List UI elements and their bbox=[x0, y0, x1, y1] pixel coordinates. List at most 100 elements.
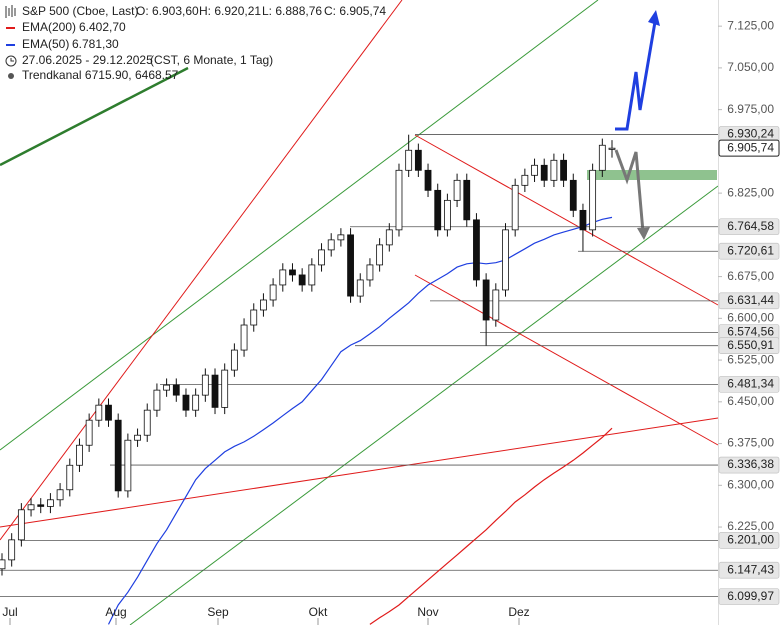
candle-body bbox=[463, 179, 471, 221]
candle-body bbox=[230, 349, 238, 371]
legend-name: EMA(200) bbox=[22, 20, 76, 34]
candle-body bbox=[163, 384, 171, 391]
x-tick-label: Aug bbox=[105, 605, 126, 619]
title: S&P 500 (Cboe, Last) bbox=[22, 4, 139, 18]
candle-body bbox=[0, 559, 6, 570]
ohlc: C: 6.905,74 bbox=[324, 4, 386, 18]
x-tick-label: Dez bbox=[508, 605, 529, 619]
candle-body bbox=[289, 269, 296, 276]
candle-body bbox=[531, 164, 538, 176]
level-label: 6.720,61 bbox=[727, 243, 774, 257]
clock-hand bbox=[10, 58, 14, 62]
y-tick-label: 6.225,00 bbox=[727, 519, 774, 533]
level-label: 6.550,91 bbox=[727, 338, 774, 352]
candle-body bbox=[453, 179, 461, 201]
candle-body bbox=[356, 279, 364, 297]
arrow-head bbox=[648, 10, 660, 26]
legend-name: EMA(50) bbox=[22, 37, 69, 51]
candle-body bbox=[511, 184, 519, 231]
ohlc: H: 6.920,21 bbox=[199, 4, 261, 18]
support-line bbox=[0, 417, 719, 528]
candle-body bbox=[105, 404, 112, 421]
candle-body bbox=[56, 489, 64, 501]
date-range: 27.06.2025 - 29.12.2025 bbox=[22, 53, 153, 67]
candle-body bbox=[134, 434, 141, 441]
candle-icon bbox=[5, 5, 16, 18]
candle-body bbox=[376, 244, 384, 266]
legend: S&P 500 (Cboe, Last) O: 6.903,60 H: 6.92… bbox=[5, 4, 386, 82]
y-axis: 7.125,00 7.050,00 6.975,00 6.825,00 6.675,00… bbox=[718, 18, 774, 533]
y-tick-label: 6.300,00 bbox=[727, 477, 774, 491]
candle-body bbox=[153, 389, 161, 411]
ohlc: O: 6.903,60 bbox=[136, 4, 199, 18]
candle-body bbox=[414, 149, 422, 171]
candle-body bbox=[424, 169, 432, 191]
candle-body bbox=[540, 164, 548, 181]
channel-line bbox=[129, 185, 719, 625]
candle-body bbox=[260, 299, 267, 311]
level-box bbox=[718, 588, 780, 605]
ema-line bbox=[107, 216, 613, 625]
level-label: 6.574,56 bbox=[727, 325, 774, 339]
y-tick-label: 6.375,00 bbox=[727, 436, 774, 450]
candle-body bbox=[269, 284, 277, 301]
candle-body bbox=[589, 169, 597, 231]
candle-body bbox=[143, 409, 151, 436]
trend-line bbox=[0, 66, 189, 167]
y-tick-label: 6.450,00 bbox=[727, 394, 774, 408]
candle-body bbox=[221, 369, 229, 408]
candle-body bbox=[114, 419, 122, 492]
candle-body bbox=[182, 394, 190, 411]
level-box bbox=[718, 456, 780, 474]
candle-body bbox=[37, 504, 45, 507]
candle-body bbox=[66, 464, 74, 491]
candle-body bbox=[560, 159, 567, 181]
candle-body bbox=[279, 269, 287, 286]
y-tick-label: 6.825,00 bbox=[727, 185, 774, 199]
candle-body bbox=[473, 219, 480, 281]
x-tick-label: Okt bbox=[309, 605, 328, 619]
y-tick-label: 6.525,00 bbox=[727, 352, 774, 366]
level-box bbox=[718, 532, 780, 549]
candle-body bbox=[192, 394, 200, 411]
candle-body bbox=[569, 179, 577, 211]
candle-body bbox=[385, 229, 393, 246]
bear-arrow bbox=[614, 149, 645, 233]
y-tick-label: 7.125,00 bbox=[727, 18, 774, 32]
bullet bbox=[8, 73, 14, 79]
candle-body bbox=[124, 439, 132, 492]
drawings bbox=[0, 0, 719, 625]
ema-line bbox=[369, 427, 613, 625]
candle-body bbox=[298, 274, 306, 286]
level-label: 6.764,58 bbox=[727, 219, 774, 233]
candle-body bbox=[8, 539, 16, 561]
bull-arrow bbox=[615, 15, 658, 131]
candle-body bbox=[598, 144, 606, 171]
candle-body bbox=[443, 199, 451, 231]
level-label: 6.099,97 bbox=[727, 589, 774, 603]
candle-body bbox=[308, 264, 316, 286]
level-box bbox=[718, 292, 780, 310]
level-box bbox=[718, 561, 780, 579]
candle-body bbox=[76, 444, 83, 466]
candle-body bbox=[579, 209, 587, 231]
level-label: 6.147,43 bbox=[727, 562, 774, 576]
candle-body bbox=[337, 234, 345, 241]
candle-body bbox=[240, 324, 248, 351]
ohlc: L: 6.888,76 bbox=[262, 4, 322, 18]
candle-body bbox=[172, 384, 180, 396]
candle-body bbox=[95, 404, 103, 421]
level-label: 6.481,34 bbox=[727, 377, 774, 391]
level-box bbox=[718, 242, 780, 260]
candle-body bbox=[550, 159, 558, 181]
candle-body bbox=[434, 189, 442, 231]
candle-body bbox=[211, 374, 219, 408]
candle-body bbox=[318, 249, 325, 266]
target-zone bbox=[587, 170, 717, 180]
arrow-head bbox=[637, 227, 650, 240]
y-tick-label: 6.675,00 bbox=[727, 269, 774, 283]
candle-body bbox=[201, 374, 209, 396]
support-line bbox=[0, 0, 403, 541]
candle-body bbox=[608, 147, 616, 150]
